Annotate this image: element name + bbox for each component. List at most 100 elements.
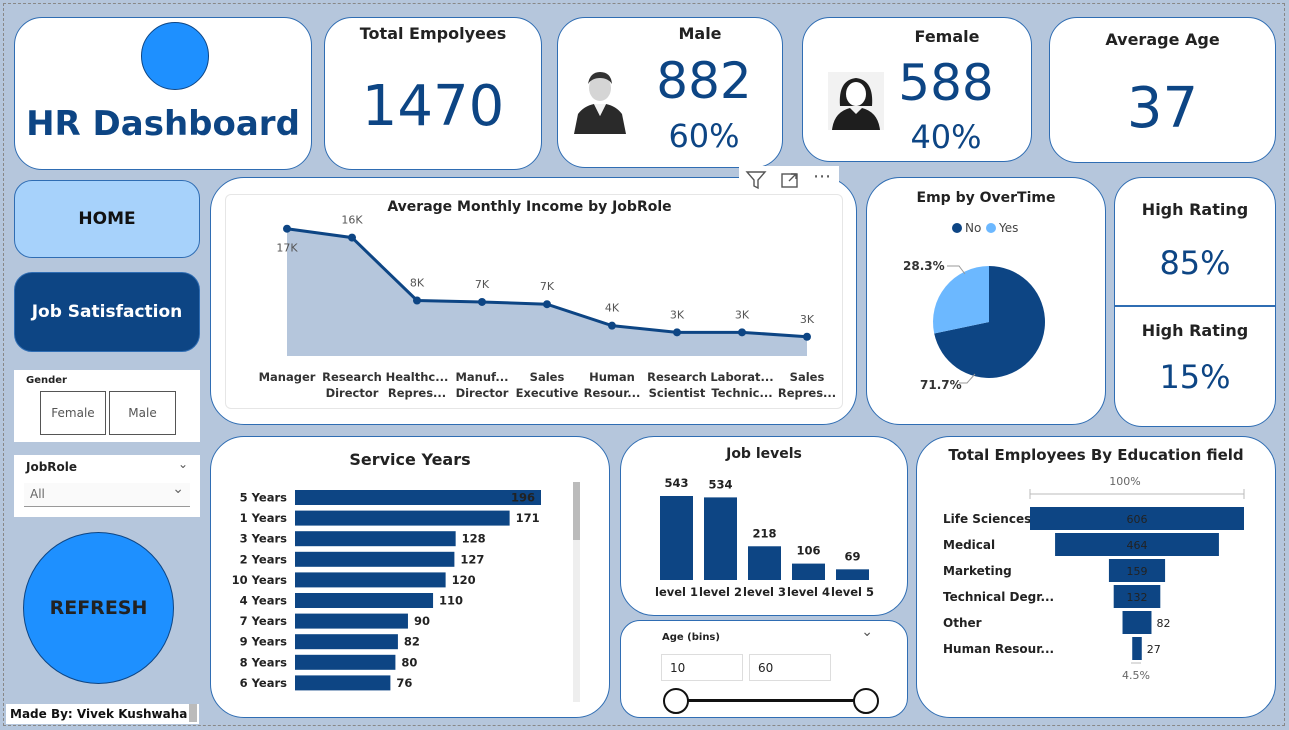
service-bar-6 (295, 613, 408, 629)
more-options-icon[interactable]: ⋯ (813, 166, 832, 187)
service-category-label-6: 7 Years (240, 614, 288, 628)
logo-circle (141, 22, 209, 90)
funnel-value-label-1: 464 (1127, 539, 1148, 552)
age-slider-max-handle[interactable] (853, 688, 879, 714)
gender-option-male[interactable]: Male (109, 391, 176, 435)
age-min-input[interactable]: 10 (661, 654, 743, 681)
job-level-value-3: 106 (796, 544, 820, 558)
income-category-label-1-0: Research (322, 370, 382, 384)
age-slicer-card: Age (bins) ⌄ 10 60 (620, 620, 908, 718)
income-data-label-4: 7K (540, 280, 555, 293)
kpi-total-employees: Total Empolyees 1470 (324, 17, 542, 170)
job-level-category-1: level 2 (699, 585, 742, 599)
home-button[interactable]: HOME (14, 180, 200, 258)
jobrole-slicer: JobRole ⌄ All ⌄ (14, 455, 200, 517)
female-person-icon (828, 72, 884, 130)
income-category-label-6-1: Scientist (649, 386, 706, 400)
kpi-average-age: Average Age 37 (1049, 17, 1276, 163)
service-category-label-2: 3 Years (240, 532, 288, 546)
funnel-value-label-3: 132 (1127, 591, 1148, 604)
income-category-label-1-1: Director (326, 386, 379, 400)
job-level-bar-0 (660, 496, 693, 580)
kpi-male-label: Male (678, 24, 722, 43)
service-category-label-7: 9 Years (240, 635, 288, 649)
kpi-female: Female 588 40% (802, 17, 1032, 162)
service-bar-7 (295, 634, 398, 650)
jobrole-dropdown[interactable]: All ⌄ (24, 481, 190, 507)
income-category-label-8-0: Sales (790, 370, 825, 384)
service-category-label-8: 8 Years (240, 655, 288, 669)
service-value-label-7: 82 (404, 635, 420, 649)
funnel-bar-2 (1108, 559, 1166, 582)
service-years-title: Service Years (349, 450, 471, 469)
kpi-average-age-value: 37 (1126, 76, 1199, 141)
jobrole-collapse-chevron-icon[interactable]: ⌄ (177, 457, 188, 471)
job-satisfaction-button[interactable]: Job Satisfaction (14, 272, 200, 352)
age-slider-track[interactable] (675, 699, 867, 702)
age-slicer-chevron-icon[interactable]: ⌄ (861, 624, 873, 640)
service-bar-8 (295, 654, 396, 670)
education-funnel-card: Total Employees By Education field 100% L… (916, 436, 1276, 718)
service-bar-0 (295, 490, 541, 505)
service-value-label-0: 196 (511, 491, 535, 505)
job-level-bar-2 (748, 546, 781, 580)
income-data-label-8: 3K (800, 313, 815, 326)
job-level-category-0: level 1 (655, 585, 698, 599)
income-point-2 (413, 296, 421, 305)
income-category-label-4-1: Executive (516, 386, 579, 400)
service-years-card: Service Years 5 Years 196 1 Years 171 3 Year… (210, 436, 610, 718)
age-slider-min-handle[interactable] (663, 688, 689, 714)
filter-icon[interactable] (745, 169, 767, 191)
high-rating-value-1: 85% (1159, 244, 1231, 282)
income-data-label-2: 8K (410, 277, 425, 290)
funnel-category-label-4: Other (943, 616, 982, 630)
service-category-label-1: 1 Years (240, 511, 288, 525)
funnel-top-percent: 100% (1109, 475, 1140, 488)
funnel-value-label-0: 606 (1127, 513, 1148, 526)
pie-label-no: 71.7% (920, 378, 962, 392)
high-rating-label-1: High Rating (1141, 200, 1249, 219)
income-category-label-7-0: Laborat... (710, 370, 773, 384)
income-point-3 (478, 297, 486, 306)
kpi-female-percent: 40% (910, 118, 982, 156)
chevron-down-icon: ⌄ (172, 481, 184, 497)
income-data-label-7: 3K (735, 308, 750, 321)
high-rating-label-2: High Rating (1141, 321, 1249, 340)
service-value-label-9: 76 (396, 676, 412, 690)
income-chart-inner (225, 194, 843, 409)
high-rating-value-2: 15% (1159, 358, 1231, 396)
kpi-female-label: Female (914, 27, 980, 46)
job-level-category-2: level 3 (743, 585, 786, 599)
job-levels-title: Job levels (726, 446, 802, 462)
service-years-bar-chart: 5 Years 196 1 Years 171 3 Years 128 2 Years 127… (232, 490, 541, 691)
pie-slice-yes (933, 266, 989, 334)
service-value-label-6: 90 (414, 614, 430, 628)
funnel-bar-5 (1132, 637, 1142, 660)
job-level-bar-3 (792, 563, 825, 580)
income-category-label-3-1: Director (456, 386, 509, 400)
income-data-label-1: 16K (341, 214, 363, 227)
income-point-8 (803, 332, 811, 341)
kpi-male: Male 882 60% (557, 17, 783, 168)
gender-option-female[interactable]: Female (40, 391, 106, 435)
job-level-category-3: level 4 (787, 585, 830, 599)
service-scrollbar[interactable] (573, 482, 580, 702)
service-bar-1 (295, 510, 510, 526)
credit-label: Made By: Vivek Kushwaha (6, 704, 199, 724)
age-max-input[interactable]: 60 (749, 654, 831, 681)
income-category-label-6-0: Research (647, 370, 707, 384)
income-point-7 (738, 328, 746, 337)
income-point-0 (283, 224, 291, 233)
income-chart-card: Average Monthly Income by JobRole 17K Man… (210, 177, 857, 425)
overtime-chart-title: Emp by OverTime (916, 190, 1056, 206)
income-data-label-0: 17K (276, 242, 298, 255)
income-point-5 (608, 321, 616, 330)
job-level-value-2: 218 (752, 526, 776, 540)
service-scroll-thumb[interactable] (573, 482, 580, 540)
funnel-category-label-5: Human Resour... (943, 642, 1054, 656)
refresh-button[interactable]: REFRESH (23, 532, 174, 684)
income-category-label-5-0: Human (589, 370, 635, 384)
service-value-label-1: 171 (516, 511, 540, 525)
service-bar-4 (295, 572, 446, 588)
focus-mode-icon[interactable] (779, 169, 801, 191)
